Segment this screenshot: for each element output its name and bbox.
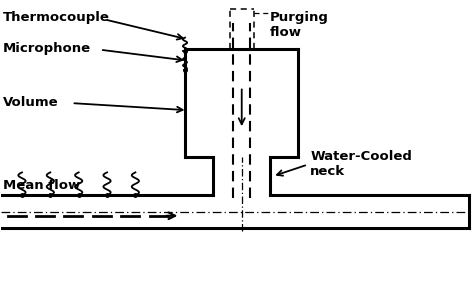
- Text: Mean flow: Mean flow: [3, 179, 80, 192]
- Text: Purging
flow: Purging flow: [270, 11, 329, 39]
- Text: Microphone: Microphone: [3, 42, 91, 55]
- Text: Thermocouple: Thermocouple: [3, 11, 110, 24]
- Text: Volume: Volume: [3, 96, 59, 109]
- Text: Water-Cooled
neck: Water-Cooled neck: [310, 150, 412, 178]
